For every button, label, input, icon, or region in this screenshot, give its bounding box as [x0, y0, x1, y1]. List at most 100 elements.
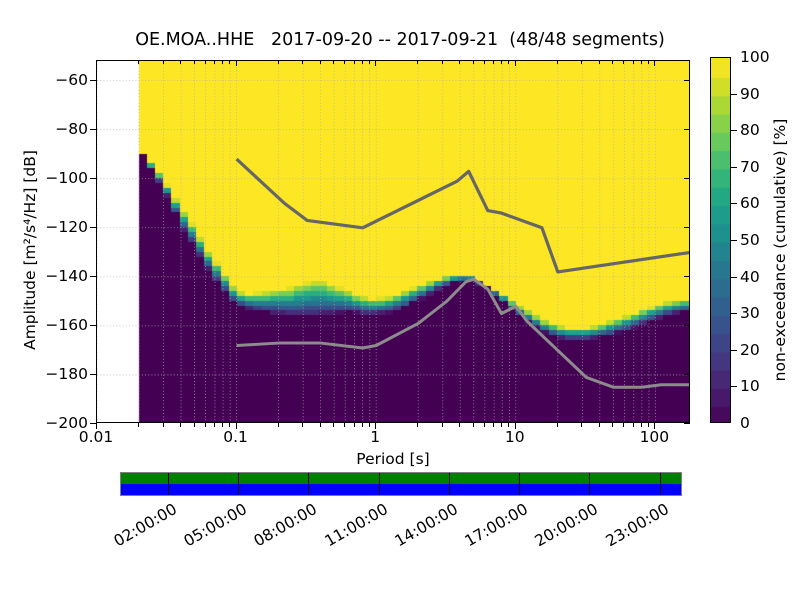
- y-tick-label: −180: [45, 364, 88, 383]
- y-tick-mark-right: [684, 275, 690, 277]
- y-axis-label: Amplitude [m²/s⁴/Hz] [dB]: [21, 70, 39, 430]
- x-tick-mark-minor: [483, 423, 485, 427]
- ppsd-heatmap: [97, 61, 689, 422]
- timeline-tick-label: 14:00:00: [391, 500, 461, 551]
- x-tick-mark-minor: [193, 423, 195, 427]
- x-tick-mark-top: [138, 60, 140, 64]
- colorbar-tick-label: 100: [740, 48, 770, 66]
- y-tick-label: −140: [45, 266, 88, 285]
- x-tick-mark-minor: [180, 423, 182, 427]
- x-tick-mark-minor: [302, 423, 304, 427]
- x-tick-mark-top: [417, 60, 419, 64]
- y-tick-mark: [90, 275, 96, 277]
- x-tick-mark-top: [193, 60, 195, 64]
- x-tick-mark-top: [213, 60, 215, 64]
- timeline-tick-mark: [167, 473, 169, 495]
- x-tick-mark-minor: [333, 423, 335, 427]
- x-tick-mark-top: [204, 60, 206, 64]
- x-tick-mark-minor: [344, 423, 346, 427]
- x-tick-mark-top: [344, 60, 346, 64]
- x-tick-mark-top: [640, 60, 642, 64]
- timeline-tick-mark: [238, 473, 240, 495]
- x-tick-mark-top: [361, 60, 363, 64]
- y-tick-label: −60: [55, 70, 88, 89]
- x-tick-mark-minor: [556, 423, 558, 427]
- x-tick-mark-minor: [204, 423, 206, 427]
- y-tick-label: −120: [45, 217, 88, 236]
- x-tick-mark-top: [180, 60, 182, 64]
- timeline-tick-mark: [589, 473, 591, 495]
- x-tick-mark-top: [612, 60, 614, 64]
- x-axis-label: Period [s]: [356, 450, 430, 468]
- x-tick-label: 10: [504, 428, 525, 446]
- y-tick-mark-right: [684, 177, 690, 179]
- main-plot-area: [96, 60, 690, 423]
- x-tick-label: 100: [639, 428, 670, 446]
- x-tick-mark-minor: [493, 423, 495, 427]
- x-tick-mark-top: [647, 60, 649, 64]
- y-tick-mark: [90, 177, 96, 179]
- timeline-tick-mark: [519, 473, 521, 495]
- page-title: OE.MOA..HHE 2017-09-20 -- 2017-09-21 (48…: [135, 30, 665, 50]
- x-tick-mark-minor: [229, 423, 231, 427]
- colorbar-tick-label: 60: [740, 194, 760, 213]
- colorbar-tick-mark: [731, 166, 737, 168]
- x-tick-mark-top: [459, 60, 461, 64]
- y-axis-label-text: Amplitude [m²/s⁴/Hz] [dB]: [21, 150, 39, 350]
- x-tick-mark-major: [96, 423, 97, 429]
- y-tick-label: −200: [45, 414, 88, 432]
- x-tick-mark-top: [632, 60, 634, 64]
- y-tick-mark-right: [684, 324, 690, 326]
- x-tick-mark-top: [333, 60, 335, 64]
- x-tick-mark-top: [277, 60, 279, 64]
- timeline-tick-label: 17:00:00: [461, 500, 532, 551]
- x-tick-mark-minor: [277, 423, 279, 427]
- x-tick-mark-minor: [647, 423, 649, 427]
- colorbar-tick-label: 90: [740, 84, 760, 103]
- x-tick-mark-minor: [632, 423, 634, 427]
- coverage-band-blue: [121, 484, 681, 495]
- x-tick-mark-major: [514, 423, 516, 429]
- colorbar-tick-mark: [731, 349, 737, 351]
- colorbar-tick-mark: [731, 313, 737, 315]
- colorbar-gradient: [711, 58, 730, 422]
- x-tick-mark-top: [162, 60, 164, 64]
- x-tick-mark-minor: [162, 423, 164, 427]
- x-tick-mark-top: [623, 60, 625, 64]
- timeline-tick-label: 11:00:00: [321, 500, 391, 551]
- colorbar-tick-mark: [731, 386, 737, 388]
- timeline-tick-label: 05:00:00: [180, 500, 251, 551]
- x-tick-mark-top: [375, 60, 377, 66]
- x-tick-mark-major: [235, 423, 237, 429]
- noise-model-lines: [235, 157, 689, 389]
- y-tick-mark-right: [684, 79, 690, 81]
- data-coverage-timeline: [120, 472, 682, 496]
- x-tick-mark-top: [508, 60, 510, 64]
- colorbar-tick-label: 40: [740, 267, 760, 286]
- y-tick-mark-right: [684, 373, 690, 375]
- y-tick-mark: [90, 324, 96, 326]
- x-tick-mark-top: [556, 60, 558, 64]
- colorbar: [710, 57, 731, 423]
- x-tick-mark-minor: [222, 423, 224, 427]
- timeline-tick-mark: [378, 473, 380, 495]
- x-tick-mark-minor: [319, 423, 321, 427]
- x-tick-mark-minor: [581, 423, 583, 427]
- x-tick-mark-minor: [612, 423, 614, 427]
- x-tick-mark-top: [222, 60, 224, 64]
- x-tick-mark-minor: [472, 423, 474, 427]
- coverage-band-green: [121, 473, 681, 484]
- colorbar-label: non-exceedance (cumulative) [%]: [771, 118, 789, 382]
- timeline-tick-label: 20:00:00: [532, 500, 602, 551]
- x-tick-mark-top: [598, 60, 600, 64]
- timeline-tick-mark: [308, 473, 310, 495]
- colorbar-tick-label: 20: [740, 340, 760, 359]
- y-tick-mark-right: [684, 128, 690, 130]
- x-tick-mark-top: [581, 60, 583, 64]
- x-tick-label: 0.1: [223, 428, 248, 446]
- y-tick-label: −80: [55, 119, 88, 138]
- x-tick-mark-minor: [368, 423, 370, 427]
- x-tick-mark-top: [441, 60, 443, 64]
- timeline-tick-label: 23:00:00: [602, 500, 672, 551]
- x-tick-mark-minor: [640, 423, 642, 427]
